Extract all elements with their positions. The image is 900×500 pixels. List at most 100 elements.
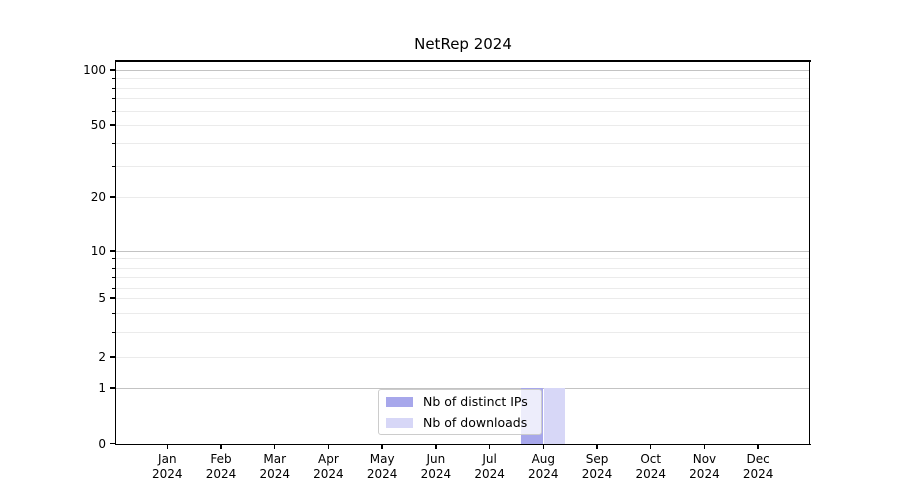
y-tick-label: 100 [83,63,106,77]
x-tick-mark [596,445,598,449]
x-tick-label-year: 2024 [635,467,666,481]
x-tick-label-year: 2024 [689,467,720,481]
legend: Nb of distinct IPs Nb of downloads [378,389,542,435]
x-tick-label: Jan 2024 [135,452,199,482]
x-tick-mark [220,445,222,449]
x-tick-label: Oct 2024 [619,452,683,482]
x-tick-label: Jun 2024 [404,452,468,482]
x-tick-mark [649,445,652,449]
x-tick-label: Jul 2024 [458,452,522,482]
y-tick-label: 20 [90,190,106,204]
gridline-minor [116,268,809,269]
x-tick-mark [488,445,491,449]
x-tick-mark [273,445,276,449]
gridline-major [116,388,809,390]
x-tick-mark [327,445,330,449]
gridline-minor [116,332,809,333]
y-tick-label: 2 [98,350,106,364]
x-tick-label-year: 2024 [259,467,290,481]
x-tick-mark [435,445,437,449]
gridline-minor [116,298,809,299]
x-tick-label: May 2024 [350,452,414,482]
x-tick-label: Aug 2024 [511,452,575,482]
y-minor-tick-mark [112,110,115,112]
y-tick-mark [110,356,115,358]
y-tick-label: 50 [90,118,106,132]
y-tick-label: 1 [98,381,106,395]
legend-swatch [386,396,413,407]
gridline-minor [116,166,809,167]
x-tick-label-month: Jul [482,452,497,466]
axis-spine-bottom [114,443,811,446]
y-minor-tick-mark [112,267,115,269]
y-minor-tick-mark [112,87,115,89]
y-tick-label: 5 [98,291,106,305]
x-tick-mark [381,445,383,449]
gridline-minor [116,357,809,358]
y-tick-mark [110,250,115,252]
gridline-minor [116,288,809,289]
y-minor-tick-mark [112,77,115,79]
y-minor-tick-mark [112,165,115,167]
y-tick-mark [110,442,115,445]
legend-label: Nb of downloads [423,415,528,430]
y-tick-mark [110,196,115,198]
x-tick-label: Dec 2024 [726,452,790,482]
gridline-minor [116,125,809,126]
x-tick-label-year: 2024 [420,467,452,481]
y-minor-tick-mark [112,331,115,333]
x-tick-mark [542,445,545,449]
x-tick-label-month: Nov [692,452,717,466]
x-tick-label-year: 2024 [366,467,398,481]
x-tick-label: Feb 2024 [189,452,253,482]
x-tick-label-year: 2024 [581,467,613,481]
gridline-minor [116,258,809,259]
gridline-minor [116,78,809,79]
legend-item: Nb of distinct IPs [386,392,534,411]
y-tick-mark [110,387,115,389]
x-tick-label-month: Sep [585,452,609,466]
gridline-minor [116,88,809,89]
x-tick-label-month: Apr [318,452,339,466]
y-minor-tick-mark [112,257,115,259]
axis-spine-top [114,60,811,62]
x-tick-mark [703,445,706,449]
x-tick-label-year: 2024 [528,467,559,481]
x-tick-label: Sep 2024 [565,452,629,482]
x-tick-label-month: May [369,452,395,466]
y-minor-tick-mark [112,97,115,99]
y-tick-mark [110,124,115,126]
y-tick-mark [110,69,115,71]
bar-downloads [543,387,566,444]
x-tick-label: Nov 2024 [672,452,736,482]
y-minor-tick-mark [112,276,115,278]
x-tick-label-month: Jun [426,452,446,466]
gridline-minor [116,313,809,314]
y-minor-tick-mark [112,287,115,289]
legend-item: Nb of downloads [386,413,534,432]
y-minor-tick-mark [112,312,115,314]
legend-label: Nb of distinct IPs [423,394,528,409]
y-minor-tick-mark [112,142,115,144]
x-tick-label-month: Oct [640,452,662,466]
x-tick-label-year: 2024 [152,467,183,481]
x-tick-label-month: Aug [531,452,556,466]
x-tick-label-year: 2024 [313,467,344,481]
x-tick-label-month: Mar [263,452,287,466]
x-tick-label-year: 2024 [742,467,774,481]
gridline-minor [116,98,809,99]
y-tick-mark [110,297,115,299]
x-tick-label: Apr 2024 [296,452,360,482]
x-tick-mark [757,445,759,449]
chart-title: NetRep 2024 [414,35,512,53]
axis-spine-left [114,60,117,445]
gridline-minor [116,111,809,112]
x-tick-label-month: Jan [158,452,177,466]
x-tick-label-month: Dec [746,452,770,466]
gridline-minor [116,277,809,278]
y-tick-label: 10 [90,244,106,258]
gridline-minor [116,143,809,144]
x-tick-label-month: Feb [210,452,232,466]
x-tick-label: Mar 2024 [243,452,307,482]
